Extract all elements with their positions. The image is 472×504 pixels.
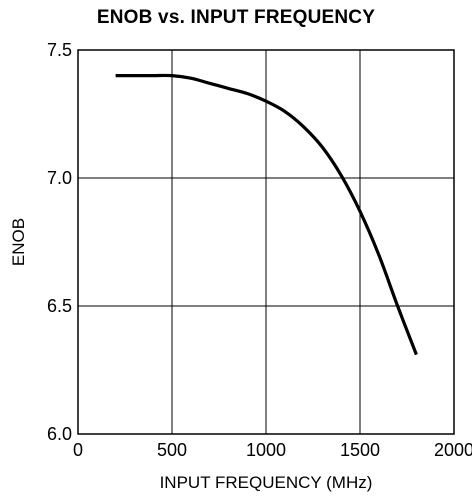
x-axis-label: INPUT FREQUENCY (MHz): [160, 473, 373, 492]
x-tick-label: 2000: [434, 440, 472, 460]
y-axis-label: ENOB: [9, 218, 28, 266]
x-tick-label: 1500: [340, 440, 380, 460]
x-tick-labels: 0 500 1000 1500 2000: [73, 440, 472, 460]
x-tick-label: 1000: [246, 440, 286, 460]
y-tick-label: 7.0: [47, 168, 72, 188]
series-line-enob: [115, 73, 418, 356]
x-tick-label: 500: [157, 440, 187, 460]
x-tick-label: 0: [73, 440, 83, 460]
chart-title: ENOB vs. INPUT FREQUENCY: [96, 7, 376, 28]
y-tick-label: 7.5: [47, 40, 72, 60]
y-tick-labels: 6.0 6.5 7.0 7.5: [47, 40, 72, 444]
plot-area-frame: [77, 49, 455, 435]
grid: [78, 50, 454, 434]
y-tick-label: 6.0: [47, 424, 72, 444]
y-tick-label: 6.5: [47, 296, 72, 316]
